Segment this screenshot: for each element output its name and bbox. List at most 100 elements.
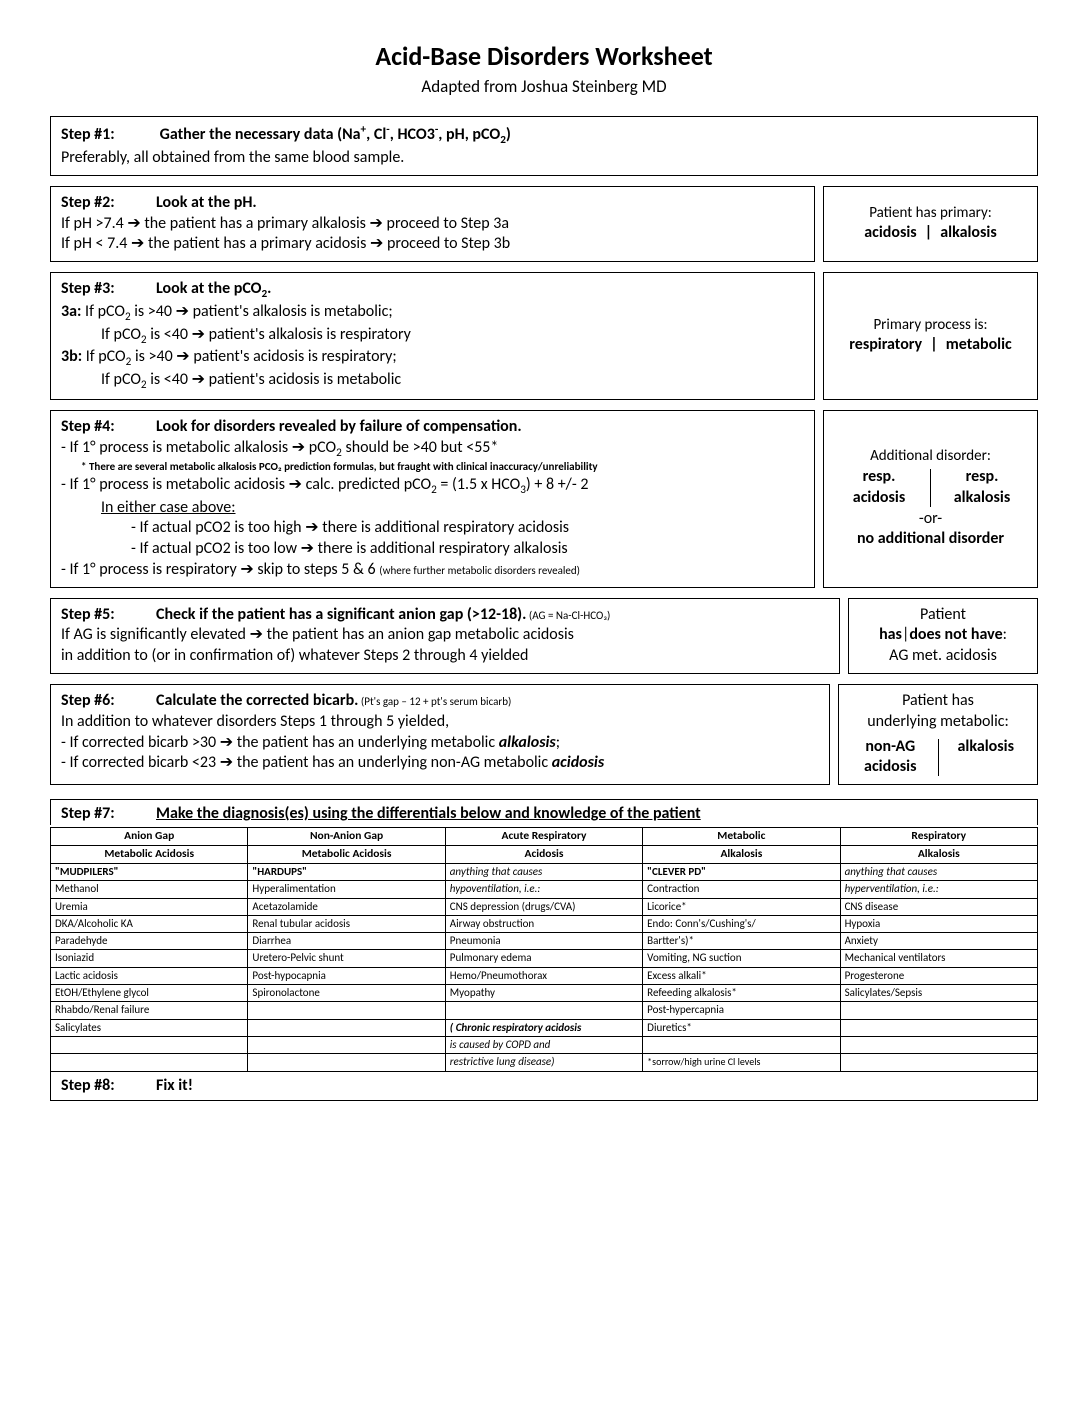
step4-l3: - If 1° process is respiratory ➔ skip to… (61, 560, 804, 581)
step2-side-head: Patient has primary: (828, 204, 1033, 224)
step8-title: Fix it! (156, 1076, 193, 1095)
step6-l3: - If corrected bicarb <23 ➔ the patient … (61, 753, 819, 774)
table-row: Salicylates ( Chronic respiratory acidos… (51, 1019, 1038, 1036)
table-cell: "MUDPILERS" (51, 863, 248, 880)
s6-tl: non-AG (843, 737, 938, 758)
table-header: Metabolic Acidosis (51, 846, 248, 864)
s4-none: no additional disorder (828, 529, 1033, 550)
table-cell: Hyperalimentation (248, 881, 445, 898)
table-header: Acidosis (445, 846, 642, 864)
table-cell: Uretero-Pelvic shunt (248, 950, 445, 967)
table-cell: Bartter's)* (643, 933, 840, 950)
table-row: Lactic acidosisPost-hypocapniaHemo/Pneum… (51, 967, 1038, 984)
table-cell: "CLEVER PD" (643, 863, 840, 880)
table-cell: Hemo/Pneumothorax (445, 967, 642, 984)
table-cell: Hypoxia (840, 915, 1037, 932)
s6-bl: acidosis (843, 757, 938, 778)
page-title: Acid-Base Disorders Worksheet (50, 40, 1038, 74)
table-cell: Lactic acidosis (51, 967, 248, 984)
table-row: Rhabdo/Renal failure Post-hypercapnia (51, 1002, 1038, 1019)
step5-title-note: (AG = Na-Cl-HCO₃) (526, 609, 610, 622)
table-cell: restrictive lung disease) (445, 1054, 642, 1071)
step5-row: Step #5:Check if the patient has a signi… (50, 598, 1038, 674)
step4-note: * There are several metabolic alkalosis … (61, 460, 804, 474)
table-cell (445, 1002, 642, 1019)
step4-label: Step #4: (61, 417, 156, 438)
step3-title: Look at the pCO2. (156, 279, 271, 298)
table-cell: Methanol (51, 881, 248, 898)
table-cell: Diuretics* (643, 1019, 840, 1036)
table-row: MethanolHyperalimentationhypoventilation… (51, 881, 1038, 898)
table-cell: hyperventilation, i.e.: (840, 881, 1037, 898)
table-cell: Post-hypercapnia (643, 1002, 840, 1019)
step4-either: In either case above: (61, 498, 804, 519)
step4-l2: - If 1° process is metabolic acidosis ➔ … (61, 475, 804, 498)
step7-box: Step #7:Make the diagnosis(es) using the… (50, 799, 1038, 825)
table-cell: "HARDUPS" (248, 863, 445, 880)
step1-label: Step #1: (61, 125, 156, 146)
step6-label: Step #6: (61, 691, 156, 712)
step1-title: Gather the necessary data (Na+, Cl-, HCO… (160, 125, 511, 144)
table-cell: Isoniazid (51, 950, 248, 967)
table-cell: Post-hypocapnia (248, 967, 445, 984)
s6-tr: alkalosis (939, 737, 1034, 758)
table-cell: Endo: Conn's/Cushing's/ (643, 915, 840, 932)
table-cell: Acetazolamide (248, 898, 445, 915)
table-row: IsoniazidUretero-Pelvic shuntPulmonary e… (51, 950, 1038, 967)
step4-e1: - If actual pCO2 is too high ➔ there is … (61, 518, 804, 539)
step4-side: Additional disorder: resp.acidosis resp.… (823, 410, 1038, 588)
table-cell (248, 1036, 445, 1053)
table-row: EtOH/Ethylene glycolSpironolactoneMyopat… (51, 985, 1038, 1002)
table-cell: *sorrow/high urine Cl levels (643, 1054, 840, 1071)
table-cell: anything that causes (445, 863, 642, 880)
table-cell (840, 1019, 1037, 1036)
step6-row: Step #6:Calculate the corrected bicarb. … (50, 684, 1038, 785)
table-cell: DKA/Alcoholic KA (51, 915, 248, 932)
step2-label: Step #2: (61, 193, 156, 214)
table-cell: Paradehyde (51, 933, 248, 950)
s5-l2a: has (879, 625, 902, 644)
step3-side-r: metabolic (946, 335, 1012, 356)
step6-l2: - If corrected bicarb >30 ➔ the patient … (61, 733, 819, 754)
step3-box: Step #3:Look at the pCO2. 3a: If pCO2 is… (50, 272, 815, 400)
table-row: ParadehydeDiarrheaPneumonia Bartter's)*A… (51, 933, 1038, 950)
step3-side: Primary process is: respiratory | metabo… (823, 272, 1038, 400)
table-cell: Pulmonary edema (445, 950, 642, 967)
table-cell: Salicylates (51, 1019, 248, 1036)
s4-bl: acidosis (828, 488, 930, 509)
step2-side-r: alkalosis (940, 223, 996, 244)
s6-l2: underlying metabolic: (843, 712, 1033, 733)
step2-box: Step #2:Look at the pH. If pH >7.4 ➔ the… (50, 186, 815, 262)
step1-body: Preferably, all obtained from the same b… (61, 148, 1027, 169)
step1-row: Step #1: Gather the necessary data (Na+,… (50, 116, 1038, 176)
step3-3b-2: If pCO2 is <40 ➔ patient's acidosis is m… (61, 370, 804, 393)
table-cell: Progesterone (840, 967, 1037, 984)
s4-br: alkalosis (931, 488, 1033, 509)
step4-l1: - If 1° process is metabolic alkalosis ➔… (61, 438, 804, 461)
table-cell: Salicylates/Sepsis (840, 985, 1037, 1002)
table-cell: anything that causes (840, 863, 1037, 880)
table-row: "MUDPILERS""HARDUPS"anything that causes… (51, 863, 1038, 880)
step6-l1: In addition to whatever disorders Steps … (61, 712, 819, 733)
step2-line1: If pH >7.4 ➔ the patient has a primary a… (61, 214, 804, 235)
table-cell: Excess alkali* (643, 967, 840, 984)
step4-title: Look for disorders revealed by failure o… (156, 417, 522, 436)
table-cell: Vomiting, NG suction (643, 950, 840, 967)
step4-row: Step #4:Look for disorders revealed by f… (50, 410, 1038, 588)
table-cell: Rhabdo/Renal failure (51, 1002, 248, 1019)
table-header: Acute Respiratory (445, 828, 642, 846)
step5-box: Step #5:Check if the patient has a signi… (50, 598, 840, 674)
table-cell (840, 1002, 1037, 1019)
table-row: restrictive lung disease)*sorrow/high ur… (51, 1054, 1038, 1071)
step2-side: Patient has primary: acidosis | alkalosi… (823, 186, 1038, 262)
table-cell (248, 1054, 445, 1071)
step5-title: Check if the patient has a significant a… (156, 605, 526, 624)
s4-tl: resp. (828, 467, 930, 488)
table-header: Alkalosis (643, 846, 840, 864)
step7-title: Make the diagnosis(es) using the differe… (156, 804, 701, 823)
step1-box: Step #1: Gather the necessary data (Na+,… (50, 116, 1038, 176)
table-cell (840, 1036, 1037, 1053)
step4-head: Additional disorder: (828, 447, 1033, 467)
table-cell: Contraction (643, 881, 840, 898)
table-cell: CNS depression (drugs/CVA) (445, 898, 642, 915)
